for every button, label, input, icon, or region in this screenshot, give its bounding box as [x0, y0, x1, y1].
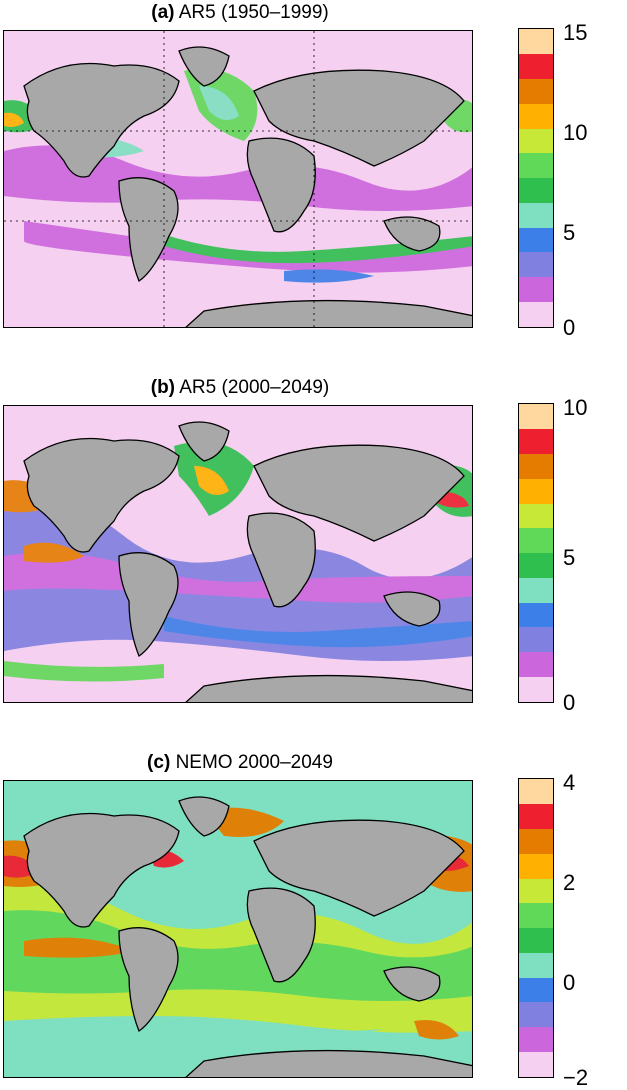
- colorbar-swatch: [519, 1026, 553, 1052]
- colorbar-swatch: [519, 902, 553, 928]
- colorbar: [518, 403, 554, 703]
- colorbar-tick: −2: [563, 1065, 589, 1090]
- colorbar-swatch: [519, 276, 553, 302]
- panel-title: (c) NEMO 2000–2049: [0, 752, 480, 774]
- colorbar-swatch: [519, 503, 553, 529]
- colorbar-swatch: [519, 202, 553, 228]
- world-map: [3, 780, 473, 1078]
- panel-label: (a): [151, 2, 175, 23]
- colorbar-swatch: [519, 478, 553, 504]
- colorbar-tick: 15: [563, 20, 588, 45]
- map-svg: [4, 31, 472, 327]
- colorbar-swatch: [519, 301, 553, 327]
- colorbar-swatch: [519, 128, 553, 154]
- world-map: [3, 405, 473, 703]
- colorbar-swatch: [519, 977, 553, 1003]
- panel-label: (c): [147, 752, 171, 773]
- colorbar-swatch: [519, 78, 553, 104]
- colorbar-swatch: [519, 227, 553, 253]
- colorbar-swatch: [519, 428, 553, 454]
- colorbar-tick: 5: [563, 545, 576, 570]
- colorbar-swatch: [519, 1001, 553, 1027]
- panel-title-text: AR5 (1950–1999): [178, 2, 329, 23]
- colorbar-swatch: [519, 552, 553, 578]
- colorbar-swatch: [519, 251, 553, 277]
- colorbar-swatch: [519, 177, 553, 203]
- colorbar-swatch: [519, 29, 553, 55]
- colorbar-tick: 4: [563, 770, 576, 795]
- colorbar-swatch: [519, 527, 553, 553]
- colorbar-swatch: [519, 577, 553, 603]
- colorbar: [518, 778, 554, 1078]
- colorbar-swatch: [519, 878, 553, 904]
- panel-title-text: NEMO 2000–2049: [175, 752, 333, 773]
- colorbar-tick: 10: [563, 395, 588, 420]
- colorbar: [518, 28, 554, 328]
- colorbar-tick: 0: [563, 315, 576, 340]
- panel-title-text: AR5 (2000–2049): [179, 377, 330, 398]
- colorbar-swatch: [519, 676, 553, 702]
- colorbar-tick: 10: [563, 120, 588, 145]
- colorbar-swatch: [519, 103, 553, 129]
- colorbar-swatch: [519, 651, 553, 677]
- panel-title: (b) AR5 (2000–2049): [0, 377, 480, 399]
- panel-c: (c) NEMO 2000–2049: [0, 750, 627, 1090]
- panel-a: (a) AR5 (1950–1999): [0, 0, 627, 340]
- colorbar-swatch: [519, 1051, 553, 1077]
- colorbar-swatch: [519, 53, 553, 79]
- colorbar-swatch: [519, 927, 553, 953]
- map-svg: [4, 406, 472, 702]
- colorbar-tick: 2: [563, 870, 576, 895]
- colorbar-tick: 0: [563, 690, 576, 715]
- panel-title: (a) AR5 (1950–1999): [0, 2, 480, 24]
- panel-label: (b): [150, 377, 176, 398]
- colorbar-swatch: [519, 803, 553, 829]
- world-map: [3, 30, 473, 328]
- map-svg: [4, 781, 472, 1077]
- colorbar-tick: 0: [563, 970, 576, 995]
- colorbar-swatch: [519, 853, 553, 879]
- colorbar-swatch: [519, 602, 553, 628]
- colorbar-swatch: [519, 779, 553, 805]
- colorbar-swatch: [519, 952, 553, 978]
- colorbar-swatch: [519, 404, 553, 430]
- panel-b: (b) AR5 (2000–2049): [0, 375, 627, 715]
- colorbar-swatch: [519, 152, 553, 178]
- colorbar-swatch: [519, 828, 553, 854]
- colorbar-tick: 5: [563, 220, 576, 245]
- colorbar-swatch: [519, 626, 553, 652]
- colorbar-swatch: [519, 453, 553, 479]
